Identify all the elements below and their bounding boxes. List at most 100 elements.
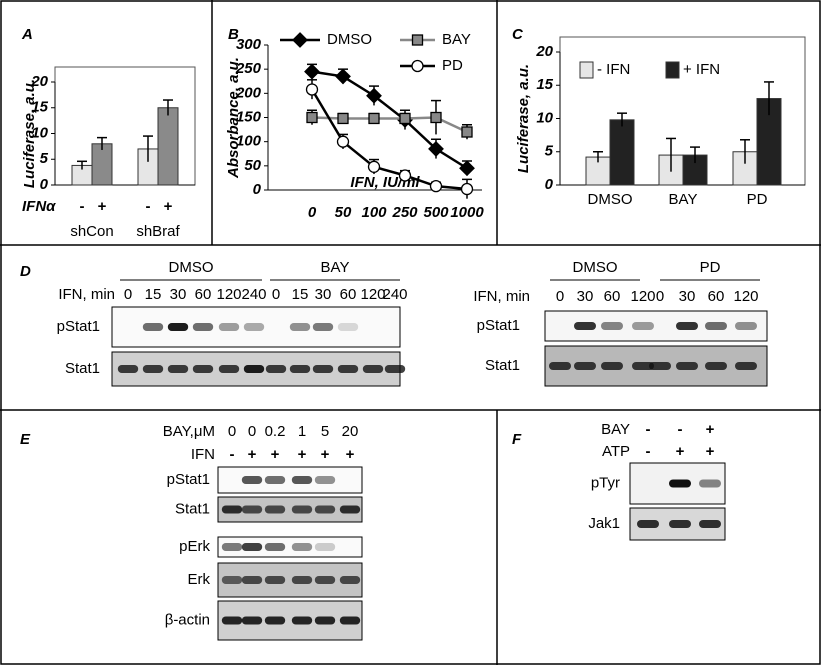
band [291, 505, 313, 514]
y-tick-label: 20 [30, 73, 48, 90]
legend-label: + IFN [683, 61, 720, 78]
condition-value: - [678, 421, 683, 438]
x-tick-label: 1000 [450, 204, 484, 221]
row-marker: + [164, 198, 173, 215]
band [221, 616, 243, 625]
row-label: pStat1 [477, 317, 520, 334]
panel-label: B [228, 26, 239, 43]
condition-value: 120 [630, 288, 655, 305]
band [632, 362, 654, 370]
band [241, 543, 263, 551]
bar [157, 107, 179, 186]
group-label: BAY [321, 259, 350, 276]
y-tick-label: 0 [253, 181, 262, 198]
band [117, 365, 139, 373]
row-label: Stat1 [175, 500, 210, 517]
condition-label: ATP [602, 443, 630, 460]
y-tick-label: 15 [31, 99, 48, 116]
condition-value: 0 [272, 286, 280, 303]
y-tick-label: 10 [536, 109, 553, 126]
bar [609, 119, 635, 186]
band [291, 576, 313, 584]
marker [304, 63, 320, 80]
band [291, 616, 313, 625]
marker [461, 126, 473, 138]
band [241, 616, 263, 625]
condition-value: 0 [124, 286, 132, 303]
band [676, 322, 698, 330]
row-label: Stat1 [485, 357, 520, 374]
y-tick-label: 150 [236, 108, 262, 125]
row-marker: - [80, 198, 85, 215]
marker [398, 169, 412, 182]
row-label: pStat1 [167, 471, 210, 488]
condition-value: + [321, 446, 330, 463]
band [312, 323, 334, 331]
band [241, 476, 263, 484]
x-tick-label: 500 [423, 204, 449, 221]
row-label: pTyr [591, 474, 620, 491]
condition-value: 30 [170, 286, 187, 303]
band [699, 520, 721, 528]
marker [459, 160, 475, 177]
band [289, 365, 311, 373]
condition-value: 15 [145, 286, 162, 303]
legend-label: DMSO [327, 31, 372, 48]
condition-label: IFN [191, 446, 215, 463]
band [221, 505, 243, 514]
band [549, 362, 571, 370]
condition-value: - [230, 446, 235, 463]
band [705, 322, 727, 330]
row-label: IFNα [22, 198, 56, 215]
condition-label: BAY,μM [163, 423, 215, 440]
y-tick-label: 0 [40, 176, 49, 193]
band [289, 323, 311, 331]
condition-label: IFN, min [58, 286, 115, 303]
condition-value: + [248, 446, 257, 463]
marker [306, 111, 318, 124]
band [291, 476, 313, 484]
condition-value: - [646, 421, 651, 438]
row-label: Jak1 [588, 515, 620, 532]
condition-value: 60 [604, 288, 621, 305]
y-axis-label: Luciferase, a.u. [21, 79, 38, 188]
condition-value: + [298, 446, 307, 463]
x-tick-label: 50 [335, 204, 352, 221]
legend-label: PD [442, 57, 463, 74]
band [669, 520, 691, 528]
condition-value: + [706, 443, 715, 460]
condition-value: 60 [195, 286, 212, 303]
y-tick-label: 50 [244, 157, 261, 174]
band [142, 365, 164, 373]
y-tick-label: 15 [536, 76, 553, 93]
x-tick-label: BAY [669, 191, 698, 208]
x-tick-label: 0 [308, 204, 317, 221]
y-axis-label: Luciferase, a.u. [515, 64, 532, 173]
condition-value: 120 [733, 288, 758, 305]
row-label: pStat1 [57, 318, 100, 335]
band [264, 476, 286, 484]
band [264, 505, 286, 514]
condition-value: 30 [679, 288, 696, 305]
band [669, 479, 691, 488]
band [601, 362, 623, 370]
marker [305, 83, 319, 96]
condition-value: 1 [298, 423, 306, 440]
band [632, 322, 654, 330]
y-tick-label: 250 [235, 60, 262, 77]
condition-value: 0 [228, 423, 236, 440]
band [574, 322, 596, 330]
x-tick-label: 100 [361, 204, 387, 221]
marker [430, 111, 442, 124]
group-label: PD [700, 259, 721, 276]
band [241, 576, 263, 584]
condition-label: IFN, min [473, 288, 530, 305]
y-tick-label: 10 [31, 124, 48, 141]
band [312, 365, 334, 373]
band [265, 365, 287, 373]
condition-value: 240 [241, 286, 266, 303]
bar [682, 154, 708, 186]
band [264, 576, 286, 584]
